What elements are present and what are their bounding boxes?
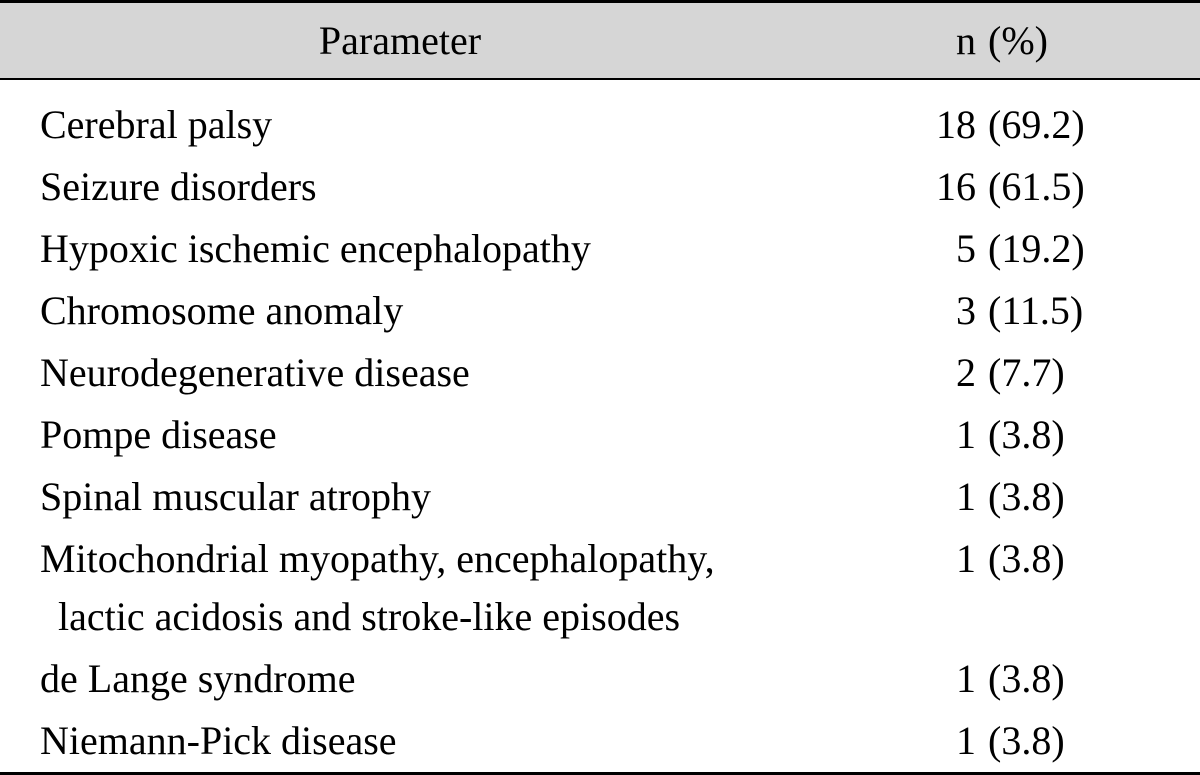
table-row: Cerebral palsy 18(69.2) — [0, 79, 1200, 156]
n-cell: 1 — [800, 710, 980, 774]
pct-cell: (3.8) — [980, 648, 1200, 710]
parameter-cell: Pompe disease — [0, 404, 800, 466]
column-header-pct: (%) — [980, 2, 1200, 80]
table-row: Hypoxic ischemic encephalopathy 5(19.2) — [0, 218, 1200, 280]
table-row: Niemann-Pick disease 1(3.8) — [0, 710, 1200, 774]
parameter-text: Spinal muscular atrophy — [40, 468, 780, 526]
table-row: de Lange syndrome 1(3.8) — [0, 648, 1200, 710]
pct-cell: (7.7) — [980, 342, 1200, 404]
parameter-text-continuation: lactic acidosis and stroke-like episodes — [40, 588, 780, 646]
column-header-parameter: Parameter — [0, 2, 800, 80]
table-header-row: Parameter n (%) — [0, 2, 1200, 80]
parameter-cell: Cerebral palsy — [0, 79, 800, 156]
parameter-text: Niemann-Pick disease — [40, 712, 780, 770]
parameter-cell: Seizure disorders — [0, 156, 800, 218]
parameter-text: Cerebral palsy — [40, 96, 780, 154]
n-cell: 3 — [800, 280, 980, 342]
n-cell: 18 — [800, 79, 980, 156]
pct-cell: (61.5) — [980, 156, 1200, 218]
n-cell: 2 — [800, 342, 980, 404]
table-row: Pompe disease 1(3.8) — [0, 404, 1200, 466]
table: Parameter n (%) Cerebral palsy18(69.2)Se… — [0, 0, 1200, 775]
pct-cell: (3.8) — [980, 528, 1200, 648]
n-cell: 16 — [800, 156, 980, 218]
pct-cell: (19.2) — [980, 218, 1200, 280]
pct-cell: (3.8) — [980, 404, 1200, 466]
pct-cell: (69.2) — [980, 79, 1200, 156]
table-row: Spinal muscular atrophy 1(3.8) — [0, 466, 1200, 528]
n-cell: 1 — [800, 528, 980, 648]
table-row: Mitochondrial myopathy, encephalopathy,l… — [0, 528, 1200, 648]
parameter-text: Hypoxic ischemic encephalopathy — [40, 220, 780, 278]
column-header-n: n — [800, 2, 980, 80]
table-row: Seizure disorders 16(61.5) — [0, 156, 1200, 218]
clinical-parameter-table: Parameter n (%) Cerebral palsy18(69.2)Se… — [0, 0, 1200, 775]
n-cell: 1 — [800, 648, 980, 710]
pct-cell: (11.5) — [980, 280, 1200, 342]
parameter-cell: Mitochondrial myopathy, encephalopathy,l… — [0, 528, 800, 648]
table-body: Cerebral palsy 18(69.2) Seizure disorders 1… — [0, 79, 1200, 774]
parameter-text: Neurodegenerative disease — [40, 344, 780, 402]
parameter-text: Seizure disorders — [40, 158, 780, 216]
parameter-cell: de Lange syndrome — [0, 648, 800, 710]
parameter-text: Mitochondrial myopathy, encephalopathy, — [40, 530, 780, 588]
parameter-cell: Niemann-Pick disease — [0, 710, 800, 774]
parameter-cell: Spinal muscular atrophy — [0, 466, 800, 528]
n-cell: 5 — [800, 218, 980, 280]
parameter-text: Pompe disease — [40, 406, 780, 464]
table-row: Chromosome anomaly 3(11.5) — [0, 280, 1200, 342]
parameter-text: Chromosome anomaly — [40, 282, 780, 340]
n-cell: 1 — [800, 404, 980, 466]
pct-cell: (3.8) — [980, 710, 1200, 774]
pct-cell: (3.8) — [980, 466, 1200, 528]
parameter-cell: Neurodegenerative disease — [0, 342, 800, 404]
parameter-text: de Lange syndrome — [40, 650, 780, 708]
table-row: Neurodegenerative disease 2(7.7) — [0, 342, 1200, 404]
n-cell: 1 — [800, 466, 980, 528]
parameter-cell: Chromosome anomaly — [0, 280, 800, 342]
parameter-cell: Hypoxic ischemic encephalopathy — [0, 218, 800, 280]
